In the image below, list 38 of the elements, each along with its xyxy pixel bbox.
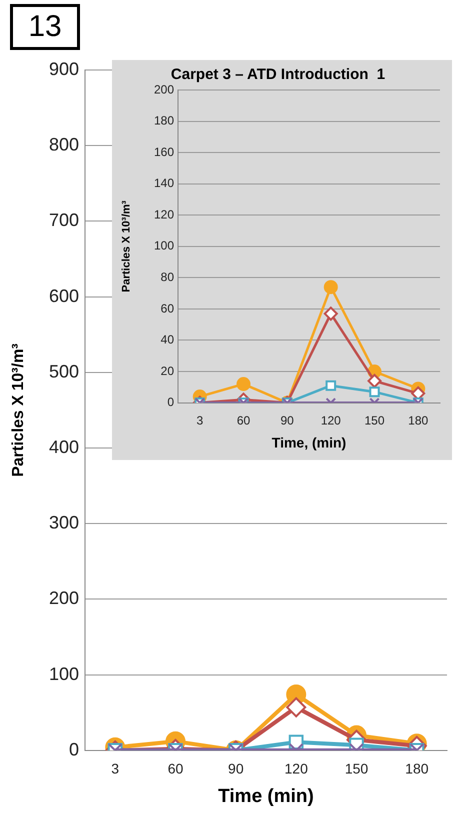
x-tick-label: 150 <box>364 413 385 428</box>
x-axis-title: Time (min) <box>218 786 314 807</box>
y-axis-title: Particles X 10³/m³ <box>120 200 133 292</box>
x-axis-title: Time, (min) <box>272 434 346 450</box>
y-tick-label: 20 <box>160 364 174 378</box>
x-tick-label: 180 <box>408 413 428 428</box>
y-tick-label: 700 <box>48 210 79 230</box>
chart-title: Carpet 3 – ATD Introduction 1 <box>170 66 386 84</box>
y-tick-label: 100 <box>154 238 174 253</box>
y-tick-label: 80 <box>160 270 174 284</box>
y-tick-label: 0 <box>167 395 174 410</box>
y-tick-label: 140 <box>154 176 174 190</box>
x-tick-label: 3 <box>196 413 204 428</box>
x-tick-label: 150 <box>344 760 368 777</box>
y-tick-label: 120 <box>154 207 174 222</box>
y-tick-label: 60 <box>160 301 174 316</box>
y-tick-label: 300 <box>48 512 79 533</box>
x-tick-label: 120 <box>320 413 342 428</box>
y-tick-label: 800 <box>48 134 79 155</box>
x-tick-label: 60 <box>236 413 250 428</box>
y-tick-label: 100 <box>48 664 79 684</box>
y-tick-label: 180 <box>154 114 174 128</box>
x-tick-label: 90 <box>228 760 244 777</box>
x-tick-label: 90 <box>280 413 294 428</box>
y-axis-title: Particles X 10³/m³ <box>10 343 28 477</box>
x-tick-label: 180 <box>405 760 429 777</box>
y-tick-label: 40 <box>160 332 174 347</box>
y-tick-label: 400 <box>48 436 79 457</box>
y-tick-label: 0 <box>68 739 79 760</box>
panel-number-box: 13 <box>10 4 80 50</box>
y-tick-label: 900 <box>48 58 79 79</box>
y-tick-label: 200 <box>48 588 79 608</box>
y-tick-label: 500 <box>48 361 79 382</box>
x-tick-label: 120 <box>284 760 308 777</box>
x-tick-label: 3 <box>111 760 120 777</box>
y-tick-label: 160 <box>154 144 174 159</box>
y-tick-label: 600 <box>48 286 79 306</box>
y-tick-label: 200 <box>154 82 174 96</box>
